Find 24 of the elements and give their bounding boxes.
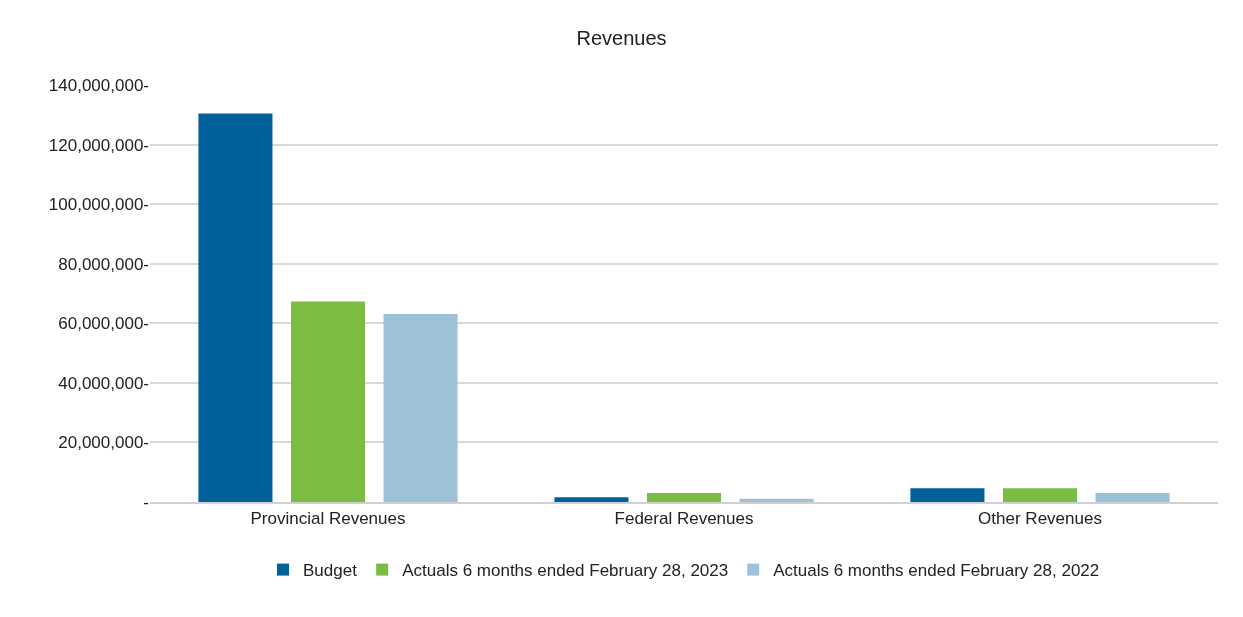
legend-label: Actuals 6 months ended February 28, 2022 [773, 561, 1100, 581]
y-tick-label: 40,000,000- [58, 373, 149, 393]
x-tick-label: Other Revenues [978, 509, 1102, 529]
bar [1095, 493, 1170, 502]
x-tick-label: Federal Revenues [614, 509, 754, 529]
bar [910, 488, 985, 502]
bar [1002, 488, 1078, 502]
legend-label: Actuals 6 months ended February 28, 2023 [402, 561, 729, 581]
y-tick-label: 120,000,000- [48, 135, 149, 155]
y-tick-label: 60,000,000- [58, 314, 149, 334]
bar [739, 498, 814, 502]
bar [554, 497, 629, 502]
y-tick-label: 20,000,000- [58, 433, 149, 453]
bar [290, 301, 366, 502]
bar [383, 314, 458, 502]
legend-label: Budget [303, 561, 358, 581]
y-tick-label: 80,000,000- [58, 254, 149, 274]
chart-title: Revenues [576, 26, 667, 49]
bar [198, 113, 273, 502]
y-tick-label: - [143, 492, 149, 512]
x-tick-label: Provincial Revenues [250, 509, 406, 529]
y-tick-label: 100,000,000- [48, 195, 149, 215]
y-tick-label: 140,000,000- [48, 75, 149, 95]
bar [646, 493, 722, 502]
